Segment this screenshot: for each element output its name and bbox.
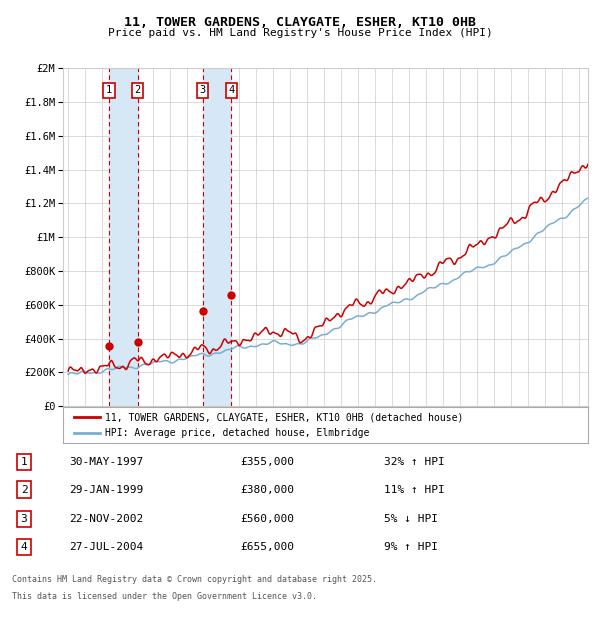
Text: 2: 2: [20, 485, 28, 495]
Text: HPI: Average price, detached house, Elmbridge: HPI: Average price, detached house, Elmb…: [105, 428, 370, 438]
Text: 32% ↑ HPI: 32% ↑ HPI: [384, 457, 445, 467]
Text: £560,000: £560,000: [240, 514, 294, 524]
Text: £655,000: £655,000: [240, 542, 294, 552]
Text: 4: 4: [20, 542, 28, 552]
Text: 22-NOV-2002: 22-NOV-2002: [69, 514, 143, 524]
Bar: [109, 68, 137, 406]
Text: This data is licensed under the Open Government Licence v3.0.: This data is licensed under the Open Gov…: [12, 592, 317, 601]
Text: 27-JUL-2004: 27-JUL-2004: [69, 542, 143, 552]
Text: 4: 4: [228, 85, 235, 95]
Text: 2: 2: [134, 85, 141, 95]
Text: 30-MAY-1997: 30-MAY-1997: [69, 457, 143, 467]
Text: Contains HM Land Registry data © Crown copyright and database right 2025.: Contains HM Land Registry data © Crown c…: [12, 575, 377, 584]
Text: 9% ↑ HPI: 9% ↑ HPI: [384, 542, 438, 552]
Text: 1: 1: [20, 457, 28, 467]
Text: £380,000: £380,000: [240, 485, 294, 495]
Text: 3: 3: [20, 514, 28, 524]
Bar: [203, 68, 231, 406]
Text: £355,000: £355,000: [240, 457, 294, 467]
Text: 3: 3: [199, 85, 206, 95]
Text: 1: 1: [106, 85, 112, 95]
Text: Price paid vs. HM Land Registry's House Price Index (HPI): Price paid vs. HM Land Registry's House …: [107, 28, 493, 38]
Text: 29-JAN-1999: 29-JAN-1999: [69, 485, 143, 495]
Text: 11, TOWER GARDENS, CLAYGATE, ESHER, KT10 0HB (detached house): 11, TOWER GARDENS, CLAYGATE, ESHER, KT10…: [105, 412, 463, 422]
Text: 11% ↑ HPI: 11% ↑ HPI: [384, 485, 445, 495]
Text: 5% ↓ HPI: 5% ↓ HPI: [384, 514, 438, 524]
Text: 11, TOWER GARDENS, CLAYGATE, ESHER, KT10 0HB: 11, TOWER GARDENS, CLAYGATE, ESHER, KT10…: [124, 16, 476, 29]
